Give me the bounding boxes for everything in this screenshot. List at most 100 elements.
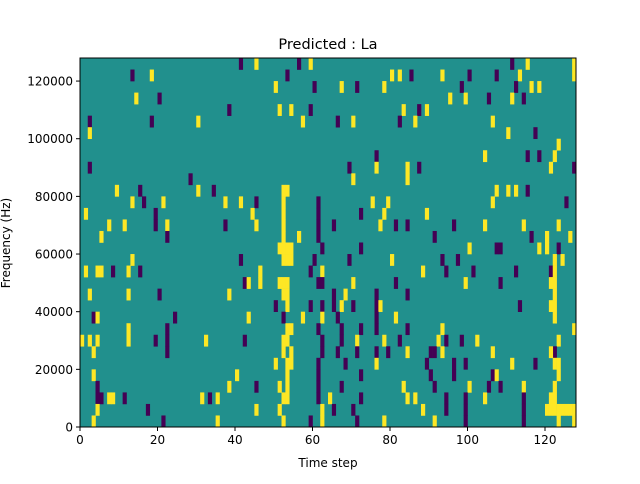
- heatmap-cell-high: [328, 392, 333, 405]
- heatmap-cell-high: [289, 357, 294, 370]
- heatmap-cell-low: [510, 58, 515, 70]
- heatmap-cell-low: [320, 334, 325, 347]
- heatmap-cell-high: [552, 277, 557, 289]
- heatmap-cell-high: [552, 300, 557, 312]
- heatmap-cell-low: [514, 81, 519, 93]
- heatmap-cell-high: [126, 323, 131, 336]
- heatmap-cell-low: [339, 380, 344, 393]
- heatmap-cell-low: [374, 300, 379, 312]
- heatmap-cell-high: [281, 230, 286, 243]
- heatmap-cell-low: [432, 380, 437, 393]
- heatmap-cell-high: [432, 415, 437, 428]
- heatmap-cell-high: [521, 380, 526, 393]
- heatmap-cell-high: [281, 196, 286, 209]
- heatmap-cell-high: [126, 265, 131, 278]
- heatmap-cell-low: [405, 323, 410, 336]
- heatmap-cell-high: [215, 392, 220, 405]
- heatmap-cell-low: [312, 81, 317, 93]
- heatmap-cell-high: [95, 265, 100, 278]
- heatmap-cell-low: [347, 161, 352, 174]
- heatmap-cell-high: [107, 392, 112, 405]
- heatmap-cell-high: [548, 346, 554, 359]
- heatmap-cell-low: [130, 69, 135, 82]
- heatmap-cell-high: [424, 104, 430, 116]
- plot-frame: [79, 57, 577, 428]
- heatmap-cell-high: [421, 265, 426, 278]
- heatmap-cell-high: [556, 219, 561, 232]
- heatmap-cell-high: [568, 230, 573, 243]
- heatmap-cell-high: [161, 196, 166, 209]
- heatmap-cell-high: [390, 254, 395, 266]
- heatmap-cell-high: [285, 300, 290, 312]
- heatmap-cell-high: [204, 334, 209, 347]
- heatmap-cell-high: [285, 277, 290, 289]
- heatmap-cell-low: [556, 242, 561, 255]
- heatmap-cell-high: [401, 104, 406, 116]
- y-tick-label: 20000: [35, 363, 73, 377]
- heatmap-cell-high: [254, 58, 259, 70]
- heatmap-cell-low: [537, 150, 542, 163]
- heatmap-cell-high: [281, 415, 286, 428]
- heatmap-cell-high: [548, 392, 554, 405]
- heatmap-cell-high: [281, 184, 286, 197]
- heatmap-cell-high: [436, 334, 441, 347]
- heatmap-cell-high: [289, 242, 294, 255]
- heatmap-cell-high: [440, 323, 445, 336]
- heatmap-cell-high: [99, 265, 104, 278]
- heatmap-cell-low: [320, 346, 325, 359]
- heatmap-cell-high: [490, 115, 495, 128]
- heatmap-cell-low: [374, 288, 379, 301]
- heatmap-cell-high: [560, 254, 565, 266]
- heatmap-cell-low: [335, 346, 340, 359]
- heatmap-cell-high: [568, 403, 573, 416]
- heatmap-cell-high: [552, 403, 557, 416]
- heatmap-cell-low: [359, 392, 364, 405]
- heatmap-cell-high: [556, 369, 561, 382]
- heatmap-cell-high: [130, 196, 135, 209]
- heatmap-cell-high: [514, 184, 519, 197]
- heatmap-cell-low: [409, 69, 414, 82]
- heatmap-cell-low: [223, 219, 228, 232]
- heatmap-cell-high: [448, 92, 453, 105]
- heatmap-cell-high: [548, 277, 554, 289]
- heatmap-cell-high: [401, 380, 406, 393]
- heatmap-cell-low: [494, 242, 499, 255]
- heatmap-cell-high: [483, 219, 488, 232]
- heatmap-cell-low: [316, 277, 321, 289]
- x-tick-label: 0: [76, 433, 84, 447]
- heatmap-cell-low: [347, 254, 352, 266]
- heatmap-cell-high: [378, 219, 383, 232]
- heatmap-cells: [80, 58, 577, 428]
- heatmap-cell-low: [308, 300, 313, 312]
- heatmap-cell-high: [289, 346, 294, 359]
- heatmap-cell-low: [95, 380, 100, 393]
- heatmap-cell-low: [165, 334, 170, 347]
- heatmap-cell-high: [552, 265, 557, 278]
- heatmap-cell-low: [374, 150, 379, 163]
- heatmap-cell-low: [405, 219, 410, 232]
- heatmap-cell-high: [320, 403, 325, 416]
- x-tick-label: 40: [227, 433, 242, 447]
- heatmap-cell-low: [440, 254, 445, 266]
- heatmap-cell-low: [432, 346, 437, 359]
- heatmap-cell-high: [552, 288, 557, 301]
- heatmap-cell-high: [572, 415, 577, 428]
- heatmap-cell-low: [533, 127, 538, 140]
- heatmap-cell-low: [444, 334, 449, 347]
- heatmap-cell-high: [95, 311, 100, 324]
- heatmap-cell-low: [374, 346, 379, 359]
- heatmap-cell-low: [87, 115, 92, 128]
- heatmap-cell-high: [525, 58, 530, 70]
- heatmap-cell-high: [413, 115, 418, 128]
- heatmap-cell-low: [308, 104, 313, 116]
- heatmap-cell-high: [552, 311, 557, 324]
- heatmap-cell-high: [122, 219, 127, 232]
- heatmap-cell-low: [397, 115, 402, 128]
- heatmap-cell-high: [134, 92, 139, 105]
- x-tick-label: 100: [456, 433, 479, 447]
- x-tick-label: 60: [305, 433, 320, 447]
- heatmap-cell-high: [351, 277, 356, 289]
- heatmap-cell-high: [285, 288, 290, 301]
- heatmap-cell-high: [300, 311, 306, 324]
- heatmap-cell-low: [343, 357, 348, 370]
